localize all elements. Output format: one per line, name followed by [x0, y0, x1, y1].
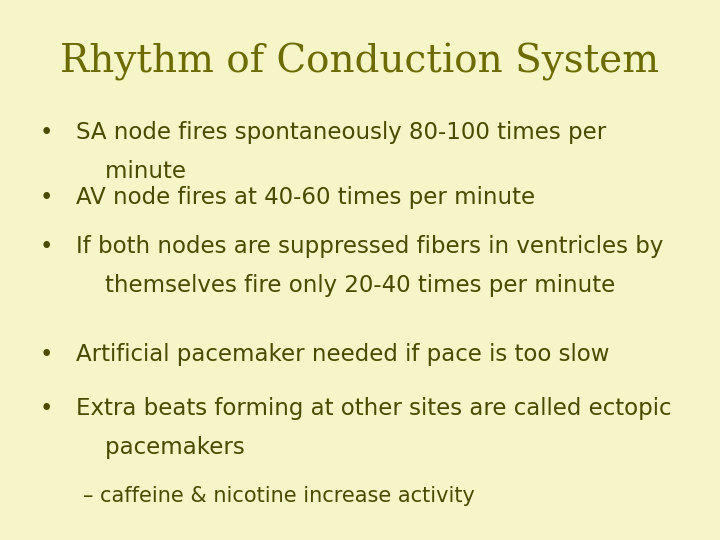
- Text: •: •: [40, 186, 53, 210]
- Text: SA node fires spontaneously 80-100 times per: SA node fires spontaneously 80-100 times…: [76, 122, 606, 145]
- Text: Extra beats forming at other sites are called ectopic: Extra beats forming at other sites are c…: [76, 397, 671, 420]
- Text: minute: minute: [76, 160, 186, 184]
- Text: pacemakers: pacemakers: [76, 436, 244, 459]
- Text: •: •: [40, 343, 53, 366]
- Text: Rhythm of Conduction System: Rhythm of Conduction System: [60, 43, 660, 81]
- Text: Artificial pacemaker needed if pace is too slow: Artificial pacemaker needed if pace is t…: [76, 343, 609, 366]
- Text: If both nodes are suppressed fibers in ventricles by: If both nodes are suppressed fibers in v…: [76, 235, 663, 258]
- Text: AV node fires at 40-60 times per minute: AV node fires at 40-60 times per minute: [76, 186, 535, 210]
- Text: – caffeine & nicotine increase activity: – caffeine & nicotine increase activity: [83, 486, 474, 506]
- Text: •: •: [40, 235, 53, 258]
- Text: themselves fire only 20-40 times per minute: themselves fire only 20-40 times per min…: [76, 274, 615, 297]
- Text: •: •: [40, 122, 53, 145]
- Text: •: •: [40, 397, 53, 420]
